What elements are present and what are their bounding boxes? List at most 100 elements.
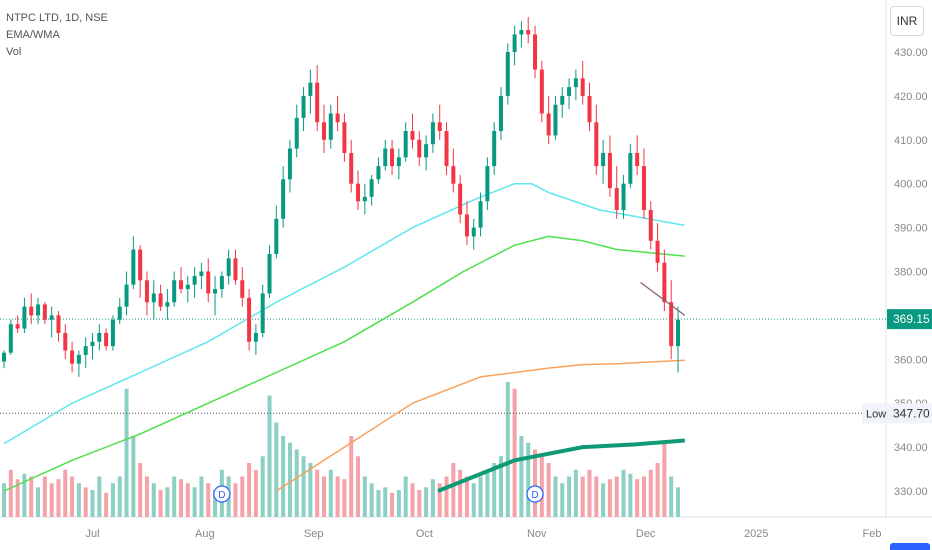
- candle[interactable]: [90, 341, 95, 347]
- candle[interactable]: [526, 30, 531, 35]
- candle[interactable]: [110, 319, 115, 347]
- candle[interactable]: [15, 324, 20, 329]
- candle[interactable]: [614, 188, 619, 211]
- candle[interactable]: [151, 293, 156, 303]
- candle[interactable]: [437, 122, 442, 132]
- candle[interactable]: [219, 275, 224, 290]
- candle[interactable]: [308, 82, 313, 96]
- trendline[interactable]: [640, 281, 686, 316]
- candle[interactable]: [36, 304, 41, 316]
- candle[interactable]: [199, 271, 204, 276]
- candle[interactable]: [594, 122, 599, 167]
- candle[interactable]: [621, 183, 626, 211]
- dividend-marker[interactable]: [526, 485, 544, 503]
- candle[interactable]: [430, 122, 435, 145]
- candle[interactable]: [546, 113, 551, 136]
- candle[interactable]: [635, 152, 640, 167]
- candle[interactable]: [362, 196, 367, 202]
- candle[interactable]: [349, 152, 354, 184]
- candle[interactable]: [185, 284, 190, 290]
- candle[interactable]: [471, 227, 476, 237]
- candle[interactable]: [165, 302, 170, 307]
- candle[interactable]: [328, 113, 333, 140]
- scroll-handle[interactable]: [890, 543, 930, 550]
- candle[interactable]: [376, 166, 381, 180]
- candle[interactable]: [138, 249, 143, 281]
- candle[interactable]: [2, 352, 6, 362]
- candle[interactable]: [580, 78, 585, 96]
- candle[interactable]: [498, 95, 503, 132]
- candle[interactable]: [628, 152, 633, 184]
- candle[interactable]: [124, 284, 129, 307]
- candle[interactable]: [29, 306, 34, 316]
- candle[interactable]: [70, 350, 75, 364]
- ma-line-4[interactable]: [437, 438, 685, 493]
- legend-volume[interactable]: Vol: [6, 46, 22, 58]
- candle[interactable]: [539, 69, 544, 114]
- candle[interactable]: [267, 253, 272, 294]
- candle[interactable]: [281, 179, 286, 219]
- candle[interactable]: [76, 354, 81, 364]
- candle[interactable]: [206, 271, 211, 294]
- candle[interactable]: [505, 52, 510, 96]
- candle[interactable]: [356, 183, 361, 202]
- candle[interactable]: [260, 293, 265, 333]
- ma-line-2[interactable]: [3, 235, 685, 492]
- ma-line-1[interactable]: [3, 182, 685, 445]
- candle[interactable]: [553, 104, 558, 136]
- candle[interactable]: [179, 280, 184, 290]
- candle[interactable]: [512, 34, 517, 52]
- candle[interactable]: [383, 148, 388, 167]
- candle[interactable]: [315, 82, 320, 123]
- candle[interactable]: [97, 332, 102, 342]
- candle[interactable]: [573, 78, 578, 88]
- candle[interactable]: [117, 306, 122, 320]
- candle[interactable]: [655, 240, 660, 263]
- candle[interactable]: [144, 280, 149, 303]
- candle[interactable]: [567, 87, 572, 96]
- candle[interactable]: [131, 249, 136, 285]
- candle[interactable]: [192, 275, 197, 285]
- legend-indicator[interactable]: EMA/WMA: [6, 29, 60, 41]
- candle[interactable]: [226, 258, 231, 276]
- candle[interactable]: [287, 148, 292, 180]
- candle[interactable]: [274, 218, 279, 254]
- candle[interactable]: [172, 280, 177, 303]
- candle[interactable]: [451, 166, 456, 184]
- candle[interactable]: [104, 332, 109, 347]
- candle[interactable]: [464, 214, 469, 237]
- candle[interactable]: [233, 258, 238, 281]
- candle[interactable]: [676, 319, 680, 347]
- candle[interactable]: [458, 183, 463, 215]
- candle[interactable]: [369, 179, 374, 197]
- candle[interactable]: [42, 304, 47, 320]
- candle[interactable]: [213, 289, 218, 294]
- candle[interactable]: [294, 117, 299, 149]
- candle[interactable]: [49, 315, 54, 320]
- candle[interactable]: [56, 315, 61, 333]
- candle[interactable]: [240, 280, 245, 298]
- candle[interactable]: [8, 324, 13, 353]
- candle[interactable]: [444, 131, 449, 167]
- candle[interactable]: [601, 152, 606, 167]
- candle[interactable]: [641, 166, 646, 211]
- candle[interactable]: [253, 332, 258, 342]
- candle[interactable]: [301, 95, 306, 118]
- candle[interactable]: [83, 346, 88, 355]
- dividend-marker[interactable]: [213, 485, 231, 503]
- candle[interactable]: [335, 113, 340, 123]
- candle[interactable]: [321, 122, 326, 140]
- candle[interactable]: [485, 166, 490, 202]
- candle[interactable]: [587, 95, 592, 123]
- currency-button[interactable]: INR: [890, 6, 924, 36]
- candle[interactable]: [396, 157, 401, 167]
- candle[interactable]: [519, 30, 524, 35]
- candle[interactable]: [478, 201, 483, 228]
- candle[interactable]: [607, 152, 612, 189]
- ma-line-3[interactable]: [275, 359, 685, 492]
- candle[interactable]: [390, 148, 395, 167]
- candle[interactable]: [424, 144, 429, 158]
- candle[interactable]: [63, 332, 68, 351]
